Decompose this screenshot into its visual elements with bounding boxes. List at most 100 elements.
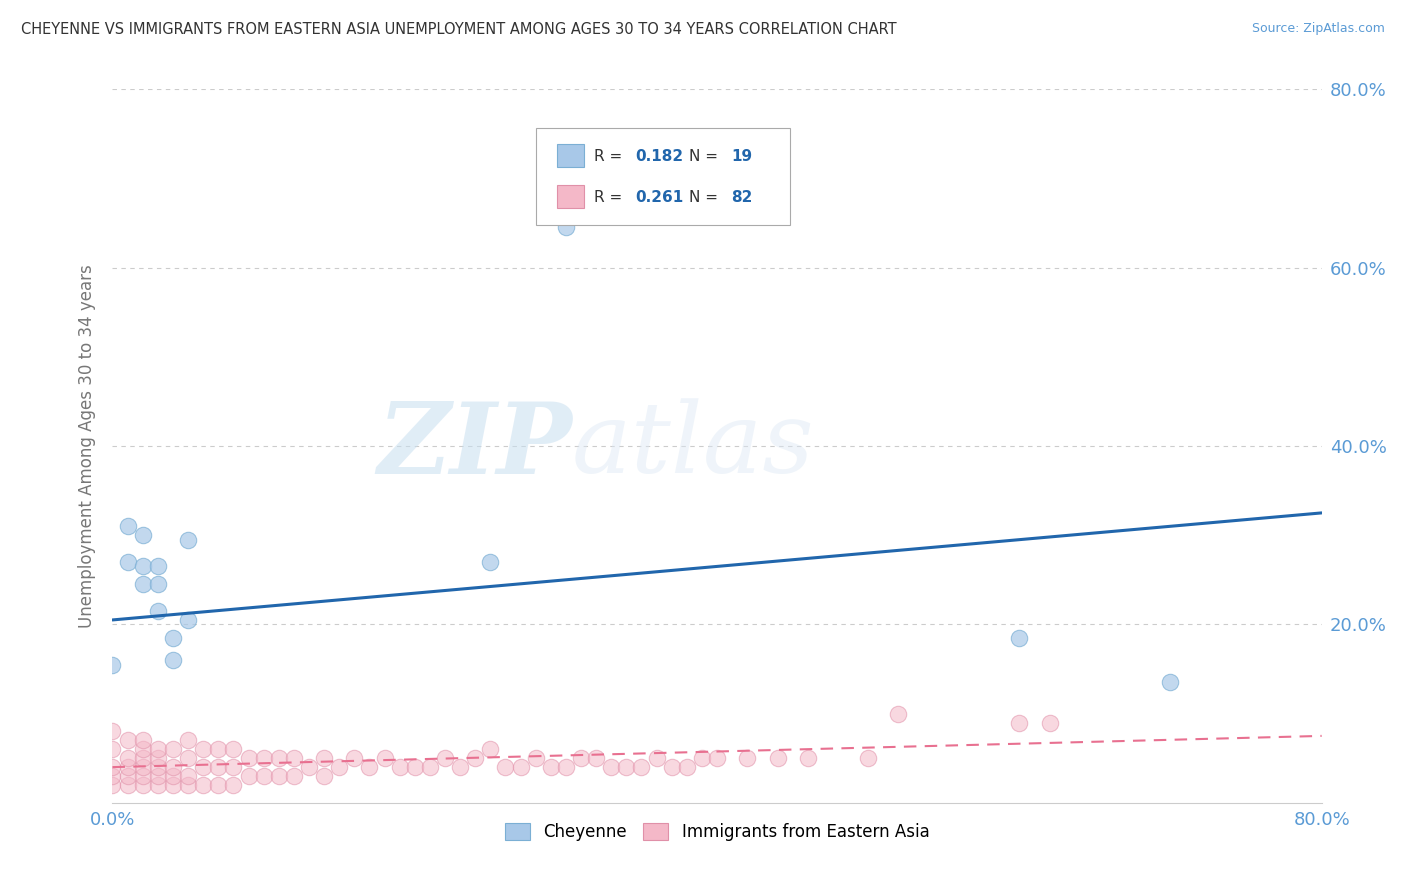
Point xyxy=(146,778,169,792)
Point xyxy=(132,751,155,765)
Point xyxy=(162,760,184,774)
Point xyxy=(117,778,139,792)
FancyBboxPatch shape xyxy=(557,185,583,208)
Point xyxy=(267,751,290,765)
Point xyxy=(222,778,245,792)
Point xyxy=(101,724,124,739)
Point xyxy=(222,760,245,774)
Point xyxy=(283,769,305,783)
Point xyxy=(433,751,456,765)
Point xyxy=(117,769,139,783)
Point xyxy=(737,751,759,765)
Point xyxy=(132,778,155,792)
Point xyxy=(766,751,789,765)
Point xyxy=(146,577,169,591)
Point xyxy=(132,760,155,774)
Text: Source: ZipAtlas.com: Source: ZipAtlas.com xyxy=(1251,22,1385,36)
Point xyxy=(1008,715,1031,730)
Point xyxy=(162,653,184,667)
Point xyxy=(117,760,139,774)
Text: 82: 82 xyxy=(731,190,754,205)
Point xyxy=(146,559,169,574)
Point xyxy=(162,778,184,792)
Point xyxy=(359,760,381,774)
Point xyxy=(177,769,200,783)
Point xyxy=(132,733,155,747)
Point xyxy=(146,769,169,783)
Point xyxy=(887,706,910,721)
Point xyxy=(117,519,139,533)
Point xyxy=(495,760,517,774)
Point xyxy=(177,778,200,792)
Text: N =: N = xyxy=(689,190,723,205)
Point xyxy=(690,751,713,765)
Point xyxy=(675,760,697,774)
Point xyxy=(388,760,411,774)
Point xyxy=(162,769,184,783)
Point xyxy=(706,751,728,765)
Y-axis label: Unemployment Among Ages 30 to 34 years: Unemployment Among Ages 30 to 34 years xyxy=(77,264,96,628)
Point xyxy=(117,555,139,569)
Point xyxy=(314,751,336,765)
Point xyxy=(207,778,229,792)
Point xyxy=(509,760,531,774)
Point xyxy=(101,760,124,774)
Point xyxy=(661,760,683,774)
Point xyxy=(616,760,638,774)
Point xyxy=(238,751,260,765)
Point xyxy=(162,631,184,645)
Point xyxy=(464,751,486,765)
Point xyxy=(314,769,336,783)
Point xyxy=(645,751,668,765)
Point xyxy=(298,760,321,774)
Point xyxy=(191,742,214,756)
Point xyxy=(101,769,124,783)
Point xyxy=(132,528,155,542)
Point xyxy=(479,555,502,569)
Point xyxy=(132,742,155,756)
Text: CHEYENNE VS IMMIGRANTS FROM EASTERN ASIA UNEMPLOYMENT AMONG AGES 30 TO 34 YEARS : CHEYENNE VS IMMIGRANTS FROM EASTERN ASIA… xyxy=(21,22,897,37)
Point xyxy=(162,742,184,756)
Point xyxy=(449,760,471,774)
Point xyxy=(146,742,169,756)
Text: N =: N = xyxy=(689,149,723,164)
Point xyxy=(132,577,155,591)
Point xyxy=(253,751,276,765)
Point xyxy=(540,760,562,774)
Point xyxy=(554,220,576,235)
Point xyxy=(117,751,139,765)
FancyBboxPatch shape xyxy=(536,128,790,225)
Point xyxy=(238,769,260,783)
Point xyxy=(146,760,169,774)
Text: R =: R = xyxy=(593,190,627,205)
Point xyxy=(253,769,276,783)
Point xyxy=(856,751,880,765)
Point xyxy=(267,769,290,783)
Point xyxy=(146,751,169,765)
Point xyxy=(177,751,200,765)
Point xyxy=(1038,715,1062,730)
Text: atlas: atlas xyxy=(572,399,814,493)
Point xyxy=(101,778,124,792)
Point xyxy=(177,613,200,627)
Point xyxy=(117,733,139,747)
Point xyxy=(207,760,229,774)
Text: 19: 19 xyxy=(731,149,752,164)
Point xyxy=(343,751,366,765)
Point xyxy=(101,742,124,756)
Point xyxy=(1008,631,1031,645)
Point xyxy=(1159,675,1181,690)
Point xyxy=(630,760,652,774)
Point xyxy=(600,760,623,774)
Point xyxy=(419,760,441,774)
Point xyxy=(177,533,200,547)
Point xyxy=(585,751,607,765)
Point xyxy=(101,657,124,672)
Legend: Cheyenne, Immigrants from Eastern Asia: Cheyenne, Immigrants from Eastern Asia xyxy=(498,816,936,848)
Text: ZIP: ZIP xyxy=(377,398,572,494)
Point xyxy=(524,751,547,765)
Point xyxy=(191,778,214,792)
Point xyxy=(146,604,169,618)
Point xyxy=(554,760,576,774)
Point xyxy=(328,760,350,774)
